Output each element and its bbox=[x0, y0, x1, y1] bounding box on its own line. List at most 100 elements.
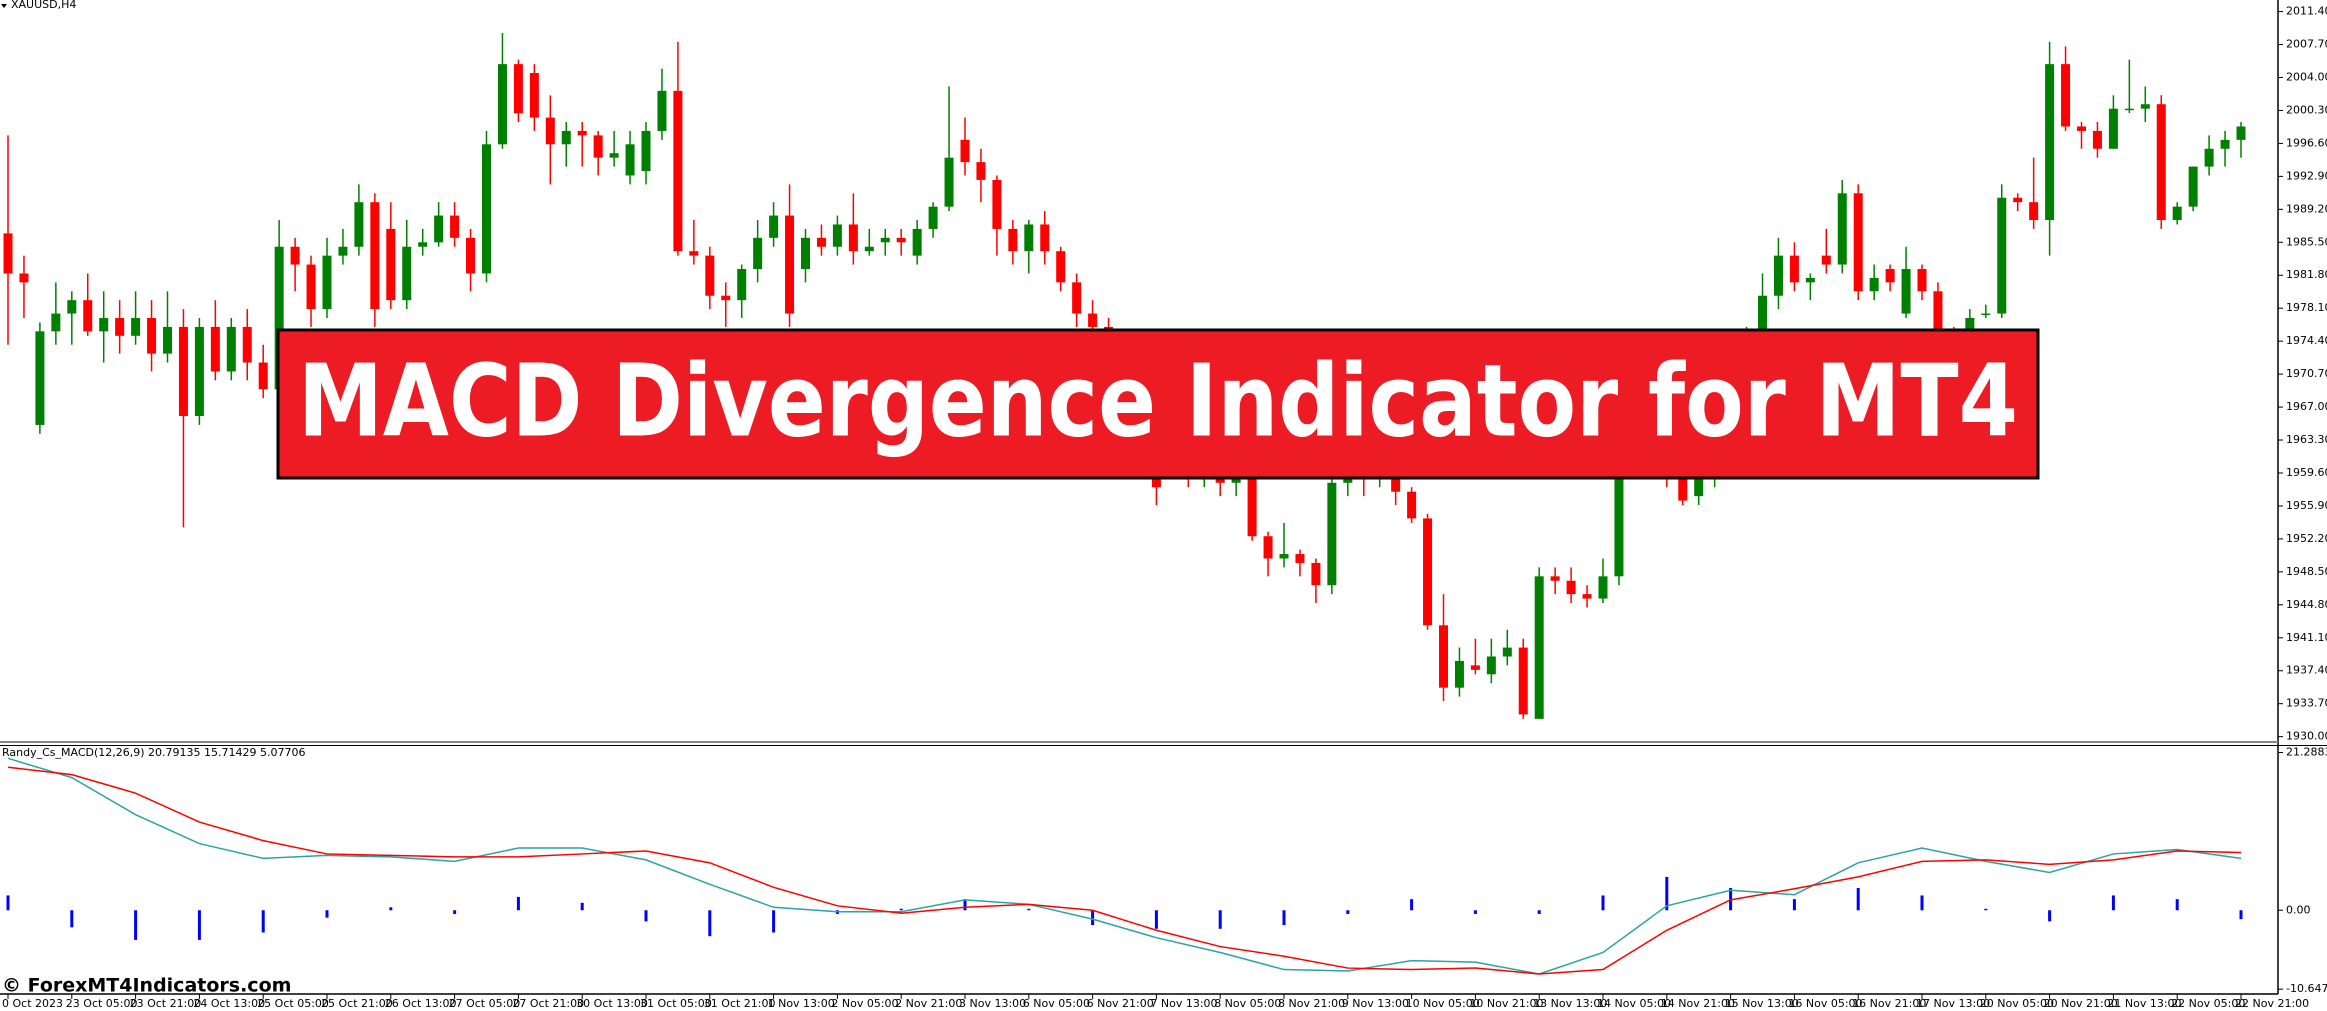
histogram-bar bbox=[1091, 910, 1095, 926]
histogram-bar bbox=[1473, 910, 1477, 914]
y-tick-label: 1967.00 bbox=[2286, 400, 2327, 413]
candle-body bbox=[1327, 482, 1337, 586]
candle-body bbox=[1550, 576, 1560, 581]
candle-body bbox=[99, 318, 109, 332]
histogram-bar bbox=[197, 910, 201, 940]
candle-body bbox=[226, 326, 236, 372]
y-tick-label: 0.00 bbox=[2286, 903, 2311, 916]
candle-body bbox=[1773, 255, 1783, 296]
macd-line bbox=[7, 766, 2242, 975]
candle-body bbox=[673, 90, 683, 252]
candle-body bbox=[2204, 148, 2214, 167]
candle-body bbox=[402, 246, 412, 301]
y-tick-label: 1955.90 bbox=[2286, 499, 2327, 512]
histogram-bar bbox=[899, 908, 903, 911]
histogram-bar bbox=[1218, 910, 1222, 929]
candle-body bbox=[370, 202, 380, 310]
candle-body bbox=[163, 326, 172, 354]
histogram-bar bbox=[1920, 895, 1924, 911]
x-tick-label: 8 Nov 05:00 bbox=[1214, 997, 1281, 1010]
candle-body bbox=[115, 318, 125, 336]
y-tick-label: 1944.80 bbox=[2286, 598, 2327, 611]
candle-body bbox=[418, 242, 428, 247]
candle-body bbox=[2077, 126, 2086, 131]
candle-body bbox=[785, 215, 795, 314]
candle-body bbox=[944, 157, 954, 207]
candle-body bbox=[1311, 562, 1321, 586]
y-tick-label: 1948.50 bbox=[2286, 565, 2327, 578]
x-tick-label: 2 Nov 21:00 bbox=[895, 997, 962, 1010]
candle-body bbox=[51, 313, 61, 332]
candle-body bbox=[753, 237, 763, 270]
candle-body bbox=[147, 318, 157, 354]
candle-body bbox=[1821, 255, 1831, 265]
candle-body bbox=[2124, 108, 2134, 111]
candle-body bbox=[1885, 269, 1895, 283]
histogram-bar bbox=[772, 910, 776, 933]
candle-body bbox=[1486, 656, 1496, 675]
candle-body bbox=[2029, 202, 2039, 221]
y-tick-label: 21.28838 bbox=[2286, 745, 2327, 758]
candle-body bbox=[2061, 64, 2071, 127]
x-tick-label: 15 Nov 13:00 bbox=[1725, 997, 1799, 1010]
x-tick-label: 10 Nov 05:00 bbox=[1406, 997, 1480, 1010]
candle-body bbox=[880, 237, 890, 243]
histogram-bar bbox=[2175, 899, 2179, 911]
x-tick-label: 23 Oct 21:00 bbox=[130, 997, 202, 1010]
histogram-bar bbox=[1792, 899, 1796, 911]
y-tick-label: 1937.40 bbox=[2286, 664, 2327, 677]
y-tick-label: 1941.10 bbox=[2286, 631, 2327, 644]
candle-body bbox=[1758, 295, 1767, 336]
banner-text: MACD Divergence Indicator for MT4 bbox=[298, 342, 2018, 459]
symbol-title: XAUUSD,H4 bbox=[11, 0, 76, 11]
histogram-bar bbox=[1984, 908, 1988, 911]
candle-body bbox=[67, 300, 77, 314]
candle-body bbox=[210, 326, 220, 372]
y-tick-label: 2011.40 bbox=[2286, 5, 2327, 18]
x-tick-label: 23 Oct 05:00 bbox=[66, 997, 138, 1010]
y-tick-label: 1978.10 bbox=[2286, 301, 2327, 314]
candle-body bbox=[1263, 536, 1273, 559]
candle-body bbox=[2188, 166, 2198, 207]
candle-body bbox=[641, 130, 651, 172]
candle-body bbox=[577, 130, 587, 136]
histogram-bar bbox=[1601, 895, 1605, 911]
candle-body bbox=[960, 139, 970, 163]
histogram-bar bbox=[516, 896, 520, 911]
x-tick-label: 1 Nov 13:00 bbox=[768, 997, 835, 1010]
candle-body bbox=[1869, 277, 1879, 292]
x-tick-label: 3 Nov 13:00 bbox=[959, 997, 1026, 1010]
candle-body bbox=[848, 224, 858, 252]
histogram-bar bbox=[1665, 876, 1669, 911]
histogram-bar bbox=[453, 910, 457, 914]
x-tick-label: 2 Nov 05:00 bbox=[831, 997, 898, 1010]
x-tick-label: 27 Oct 21:00 bbox=[512, 997, 584, 1010]
candle-body bbox=[1040, 224, 1050, 252]
x-tick-label: 26 Oct 13:00 bbox=[385, 997, 457, 1010]
candle-body bbox=[1439, 625, 1448, 688]
x-tick-label: 16 Nov 21:00 bbox=[1852, 997, 1926, 1010]
candle-body bbox=[928, 206, 938, 229]
candle-body bbox=[386, 228, 396, 301]
y-tick-label: 2000.30 bbox=[2286, 103, 2327, 116]
candle-body bbox=[1518, 647, 1528, 715]
candle-body bbox=[1008, 228, 1018, 252]
candle-body bbox=[1295, 554, 1305, 563]
candle-body bbox=[609, 153, 619, 158]
candle-body bbox=[1391, 473, 1401, 492]
histogram-bar bbox=[6, 895, 10, 911]
candle-body bbox=[1072, 282, 1082, 314]
candle-body bbox=[1454, 660, 1464, 688]
candle-body bbox=[832, 224, 842, 247]
candle-body bbox=[864, 246, 874, 252]
banner: MACD Divergence Indicator for MT4 bbox=[276, 328, 2040, 480]
candle-body bbox=[1805, 277, 1815, 283]
candle-body bbox=[737, 269, 747, 301]
x-tick-label: 7 Nov 13:00 bbox=[1150, 997, 1217, 1010]
x-tick-label: 20 Nov 21:00 bbox=[2044, 997, 2118, 1010]
y-tick-label: 1996.60 bbox=[2286, 136, 2327, 149]
histogram-bar bbox=[1346, 910, 1350, 914]
histogram-bar bbox=[134, 910, 138, 940]
candle-body bbox=[1279, 554, 1289, 559]
